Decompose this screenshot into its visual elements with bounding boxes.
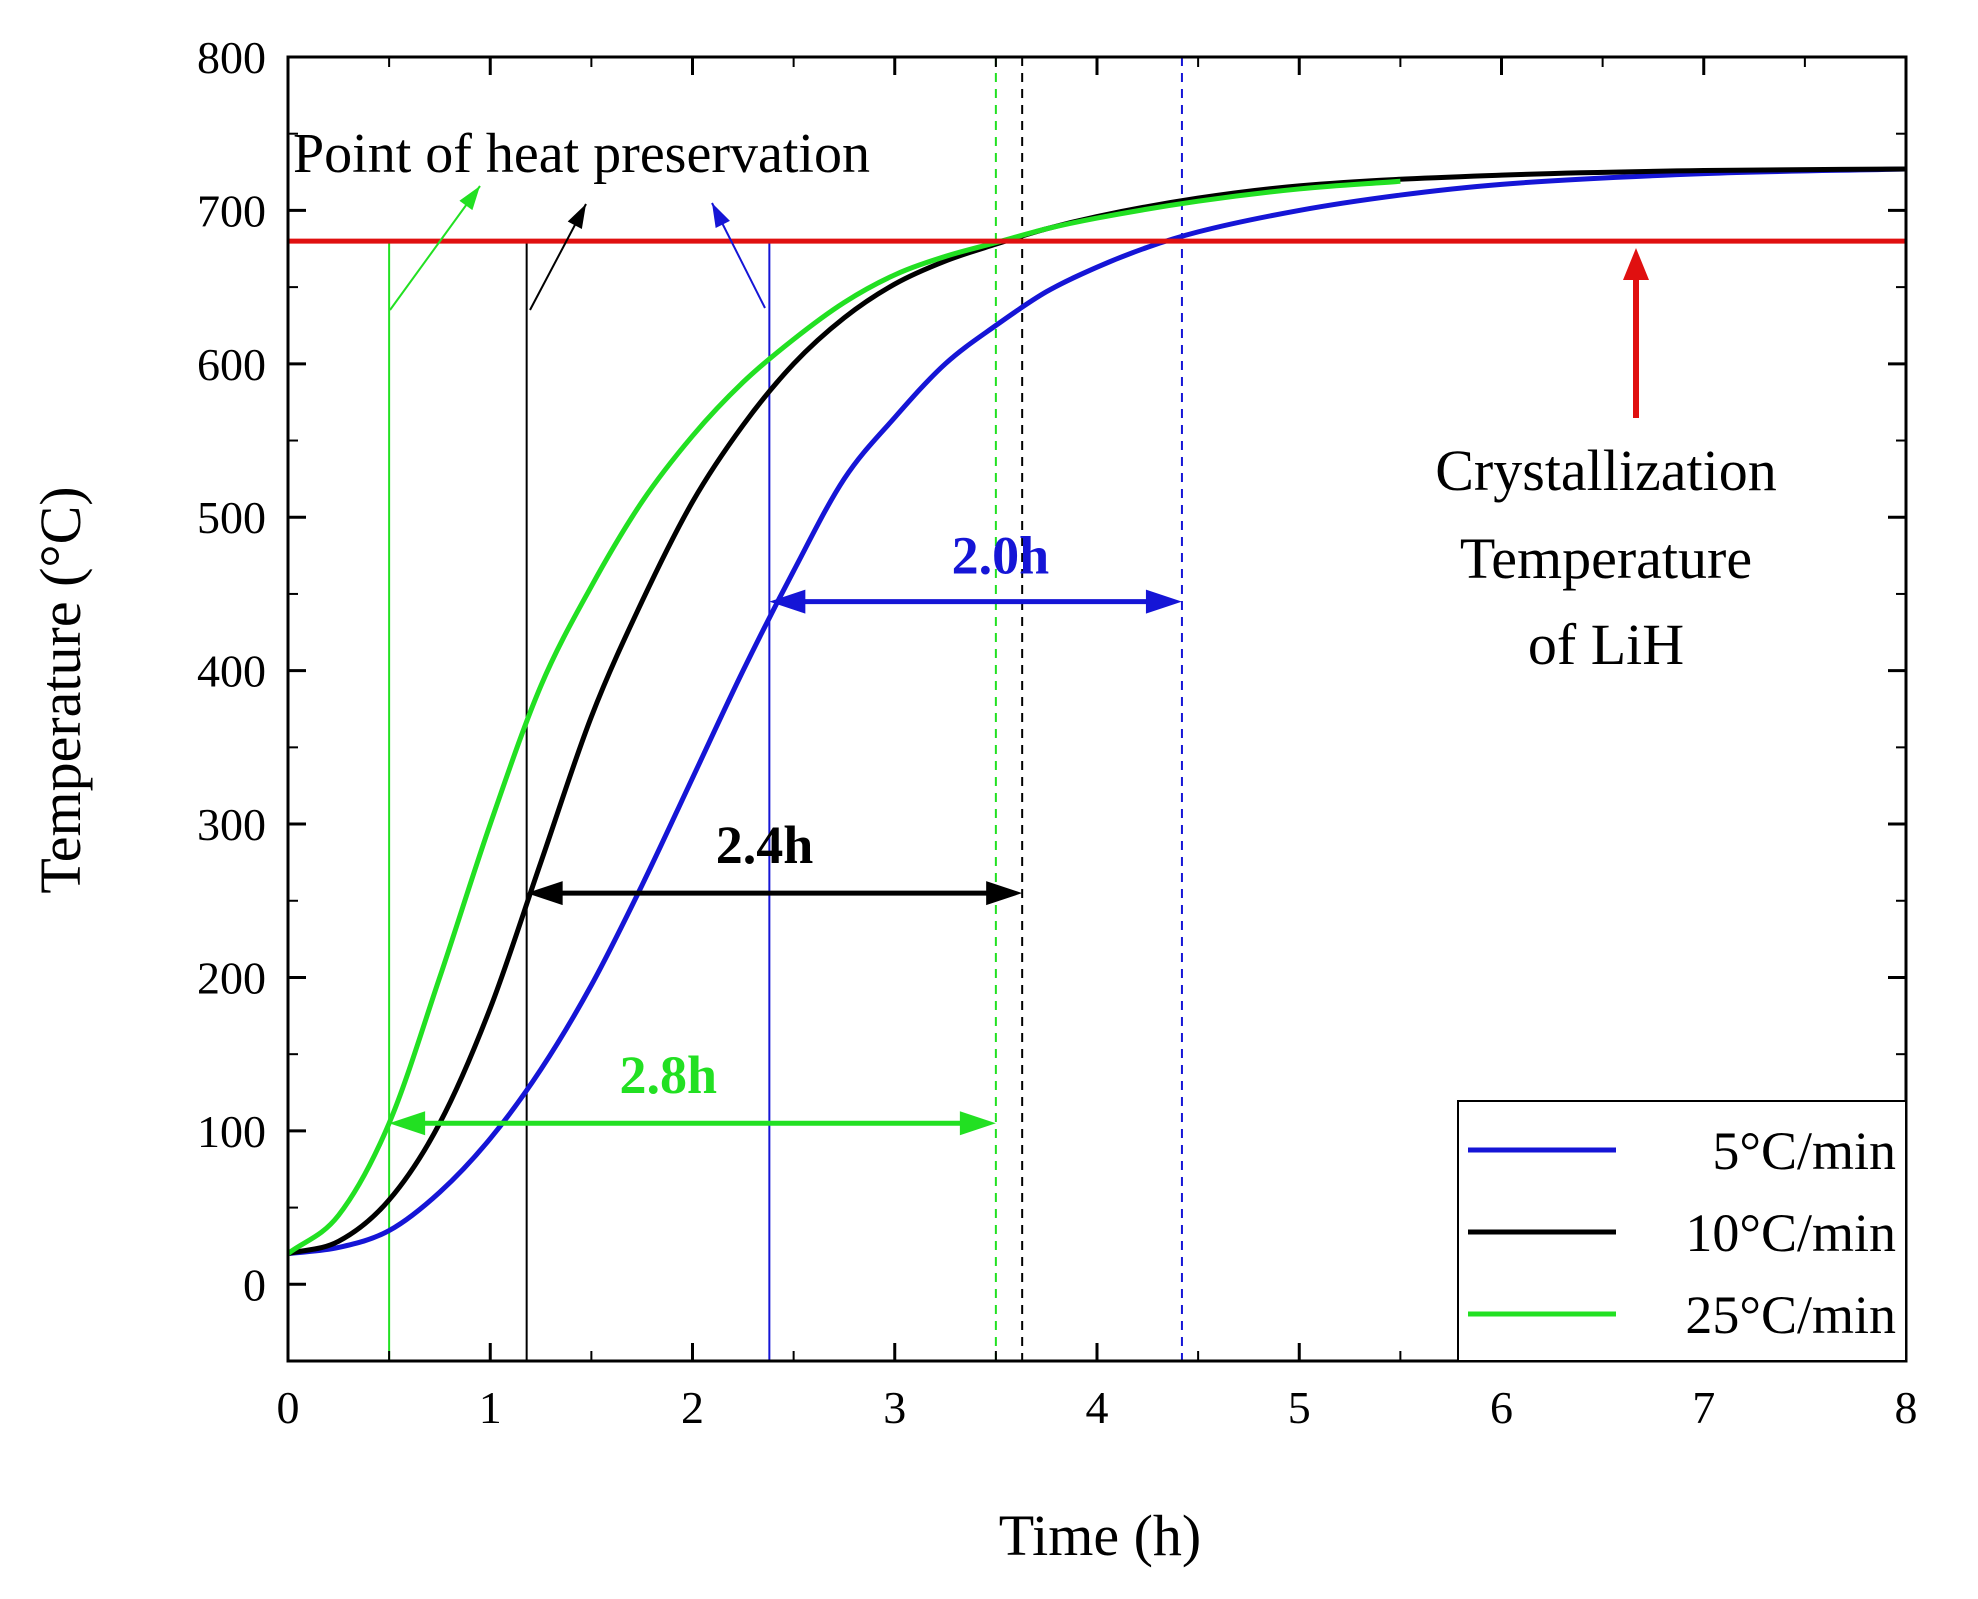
legend-entry: 25°C/min bbox=[1685, 1285, 1896, 1345]
duration-arrow-head-right bbox=[959, 1111, 996, 1136]
heat-preservation-pointer bbox=[389, 185, 481, 311]
ticks-layer: 0 1 2 3 4 5 6 7 8 0 100 200 300 400 500 600 700 800 bbox=[197, 32, 1918, 1433]
duration-label: 2.0h bbox=[952, 526, 1050, 586]
x-tick-label: 8 bbox=[1895, 1382, 1918, 1433]
series-line bbox=[288, 178, 1401, 1256]
y-tick-label: 200 bbox=[197, 952, 266, 1003]
crystallization-label-line: of LiH bbox=[1528, 612, 1684, 677]
x-tick-label: 4 bbox=[1086, 1382, 1109, 1433]
y-tick-label: 800 bbox=[197, 32, 266, 83]
x-tick-label: 2 bbox=[681, 1382, 704, 1433]
duration-label: 2.8h bbox=[619, 1045, 717, 1105]
heat-preservation-pointer-head bbox=[712, 203, 730, 229]
x-tick-label: 1 bbox=[479, 1382, 502, 1433]
crystallization-arrow-head bbox=[1623, 248, 1649, 280]
x-tick-label: 5 bbox=[1288, 1382, 1311, 1433]
duration-arrow-head-left bbox=[389, 1111, 426, 1136]
y-tick-label: 500 bbox=[197, 492, 266, 543]
heat-preservation-pointer-head bbox=[567, 204, 586, 229]
reference-lines-layer bbox=[388, 57, 1183, 1361]
heat-preservation-pointer-head bbox=[459, 186, 480, 211]
duration-arrow-head-right bbox=[986, 881, 1023, 906]
legend: 5°C/min 10°C/min 25°C/min bbox=[1457, 1100, 1907, 1362]
series-lines-layer bbox=[288, 166, 1906, 1257]
annotation-layer: Point of heat preservation Crystallizatio… bbox=[293, 123, 1777, 1136]
legend-entry: 5°C/min bbox=[1712, 1121, 1896, 1181]
duration-arrow-head-left bbox=[526, 881, 563, 906]
legend-entry: 10°C/min bbox=[1685, 1203, 1896, 1263]
x-tick-label: 6 bbox=[1490, 1382, 1513, 1433]
y-tick-label: 0 bbox=[243, 1259, 266, 1310]
x-tick-label: 0 bbox=[277, 1382, 300, 1433]
crystallization-label-line: Crystallization bbox=[1435, 438, 1777, 503]
duration-label: 2.4h bbox=[716, 815, 814, 875]
x-axis-label: Time (h) bbox=[999, 1503, 1202, 1568]
y-axis-label: Temperature (°C) bbox=[28, 486, 93, 893]
y-tick-label: 400 bbox=[197, 646, 266, 697]
crystallization-label-line: Temperature bbox=[1460, 526, 1752, 591]
series-line bbox=[288, 166, 1906, 1257]
y-tick-label: 600 bbox=[197, 339, 266, 390]
x-tick-label: 7 bbox=[1692, 1382, 1715, 1433]
y-tick-label: 100 bbox=[197, 1106, 266, 1157]
duration-arrow-head-left bbox=[769, 589, 806, 614]
duration-arrow-head-right bbox=[1145, 589, 1182, 614]
heat-preservation-label: Point of heat preservation bbox=[293, 123, 870, 185]
x-tick-label: 3 bbox=[883, 1382, 906, 1433]
y-tick-label: 700 bbox=[197, 185, 266, 236]
y-tick-label: 300 bbox=[197, 799, 266, 850]
